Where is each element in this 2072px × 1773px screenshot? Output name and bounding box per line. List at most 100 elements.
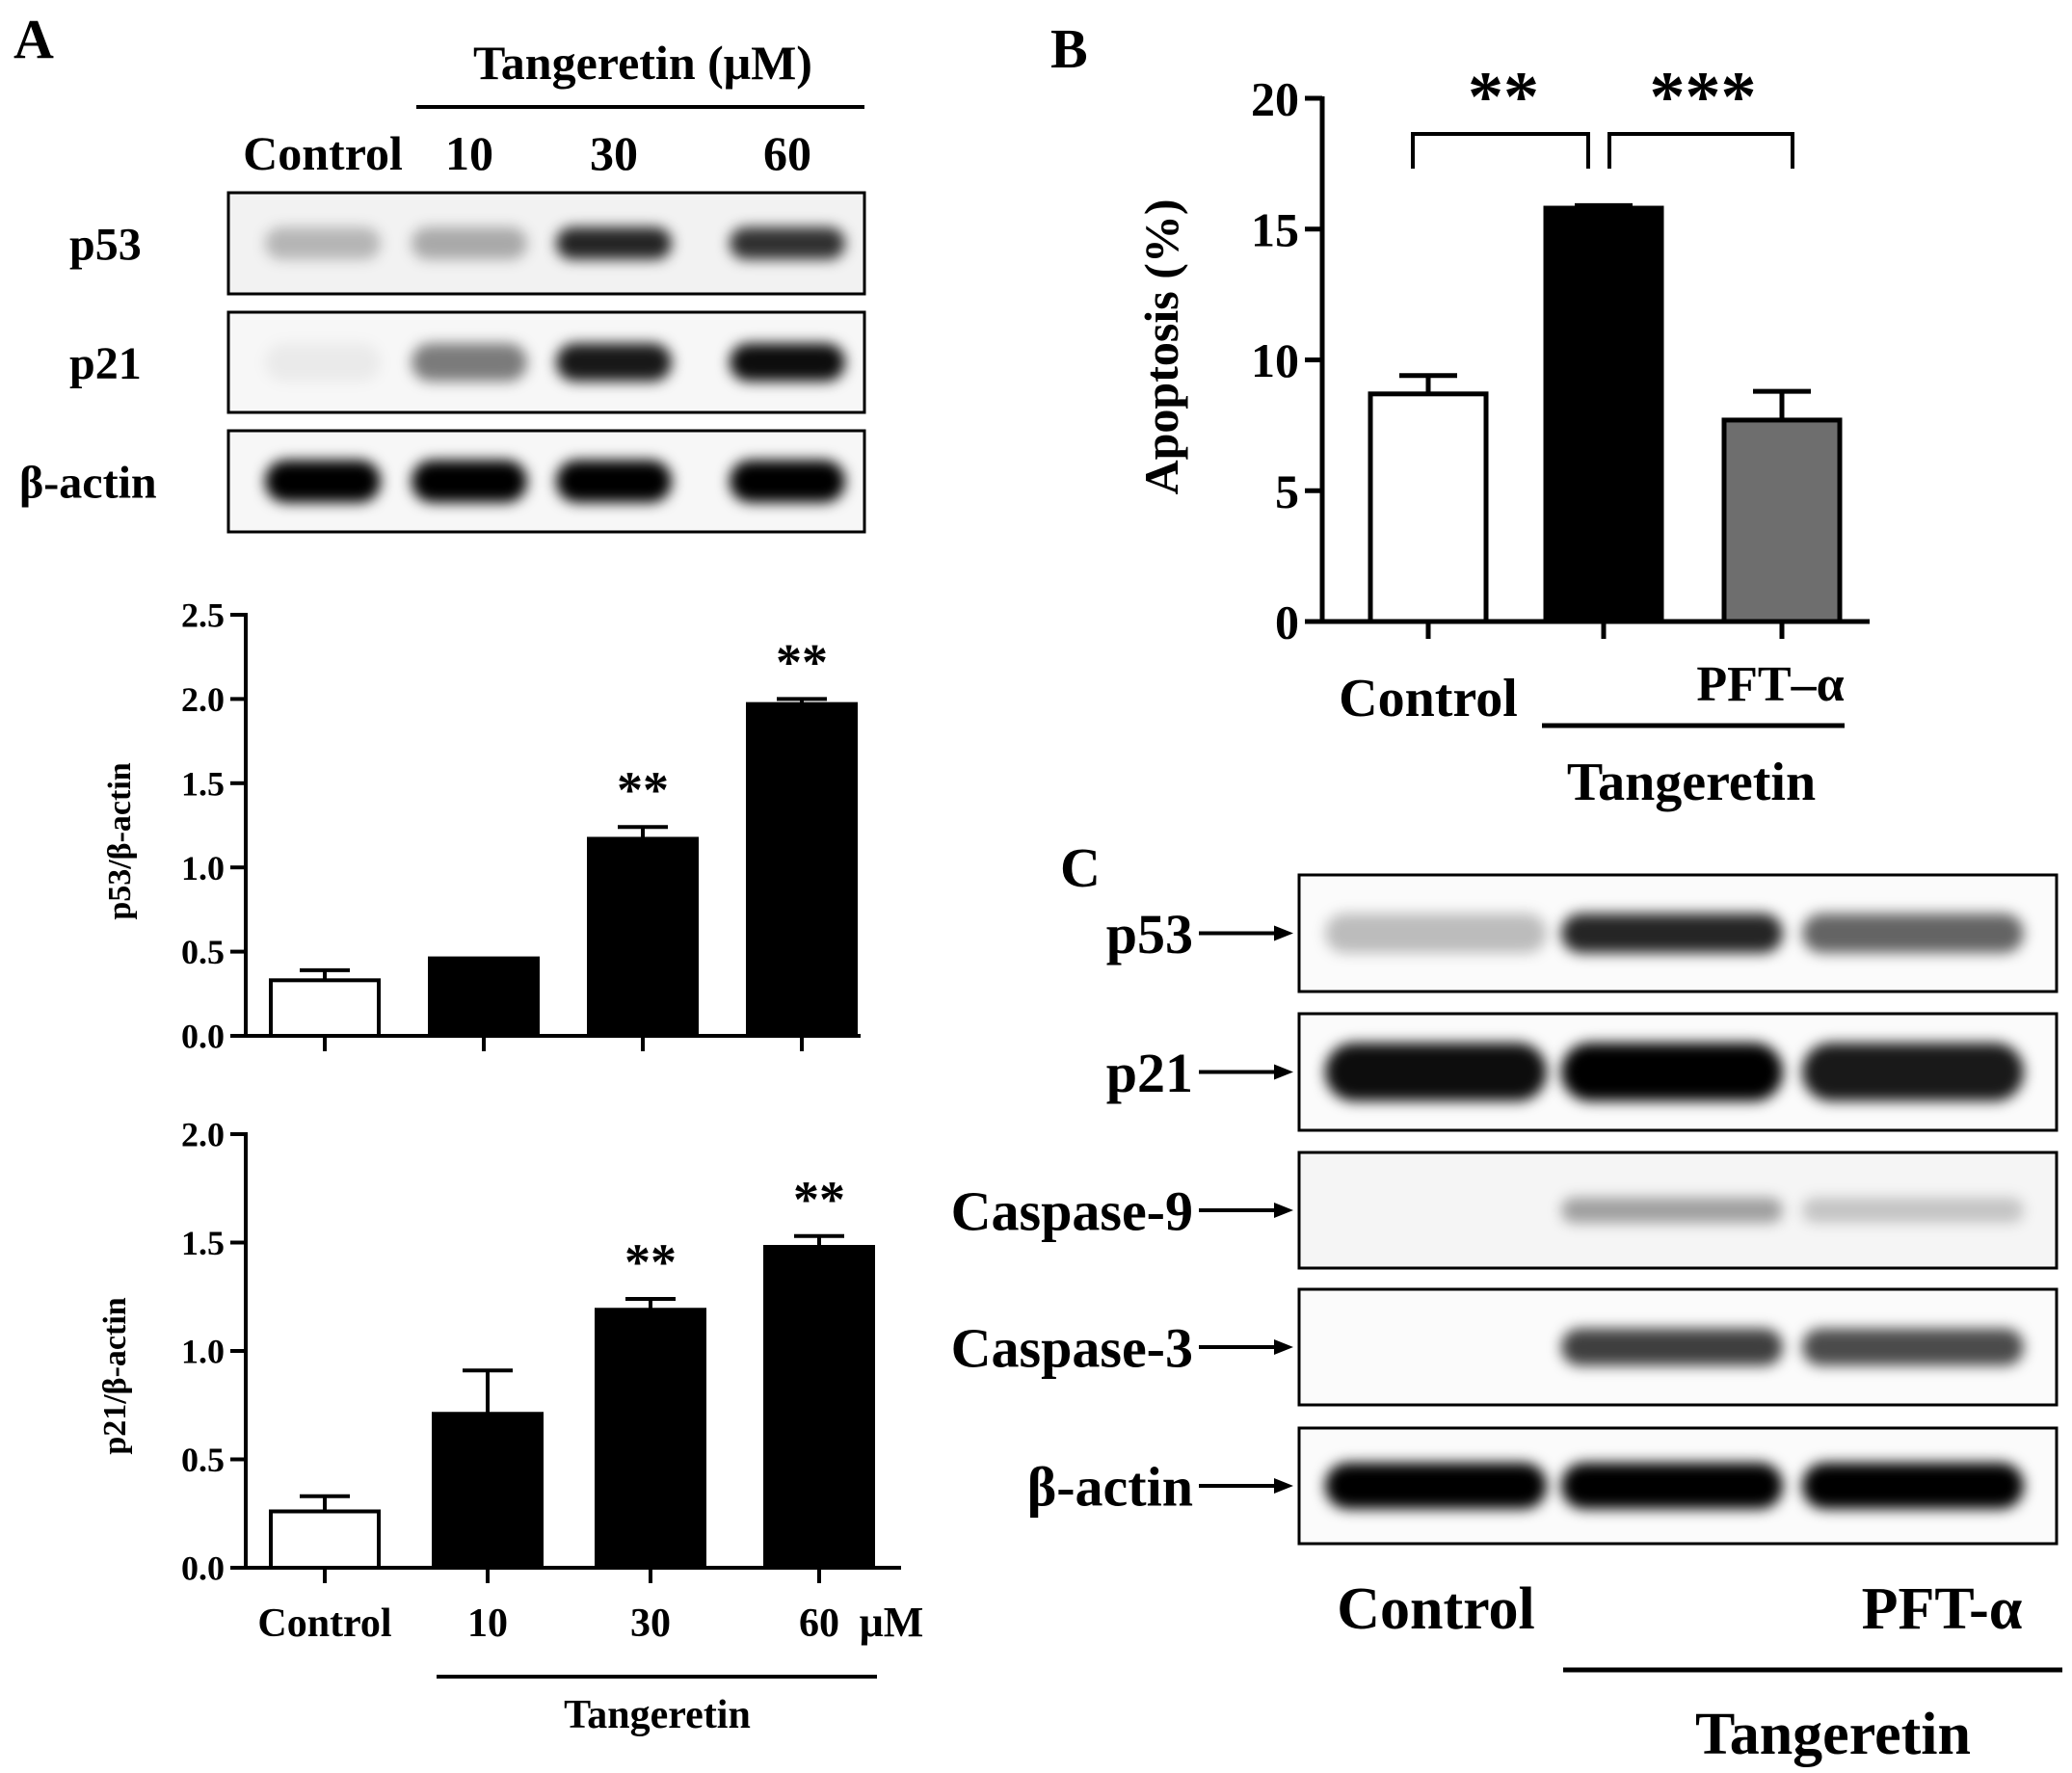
chart-a-top-ylabel: p53/β-actin <box>102 762 138 919</box>
blot-a: p53 p21 β-actin <box>19 191 866 534</box>
blot-a-band <box>730 343 845 382</box>
sig-bracket-2 <box>1607 132 1794 169</box>
blot-a-lane-60: 60 <box>763 126 811 180</box>
chart-a-bottom-xtick-label: 60 <box>799 1601 839 1646</box>
chart-a-bottom-significance-label: ** <box>793 1171 845 1229</box>
chart-a-top-bar <box>428 956 540 1038</box>
chart-a-top-bar <box>587 836 699 1039</box>
blot-c-band <box>1325 913 1547 954</box>
chart-b-group-label: Tangeretin <box>1567 753 1816 812</box>
chart-a-bottom: 0.0 0.5 1.0 1.5 2.0 Control 10 30 ** 60 ** <box>181 1116 901 1646</box>
chart-a-bottom-ytick-label: 2.0 <box>181 1116 225 1154</box>
blot-a-row-label: β-actin <box>19 457 157 508</box>
chart-a-bottom-bar <box>432 1412 544 1570</box>
blot-c-band <box>1802 913 2024 954</box>
blot-c-arrow-head <box>1274 1339 1293 1355</box>
blot-c-band <box>1325 1463 1547 1509</box>
chart-b-significance: ** *** <box>1411 58 1794 169</box>
blot-c: p53 p21 Caspase-9 Caspase-3 β-actin <box>951 873 2059 1546</box>
chart-b: 0 5 10 15 20 <box>1251 72 1870 649</box>
blot-c-band <box>1561 1328 1783 1366</box>
chart-a-top-bar <box>269 978 381 1038</box>
chart-b-bar <box>1543 205 1664 624</box>
chart-b-ytick-label: 10 <box>1251 333 1299 387</box>
blot-c-band <box>1802 1197 2024 1224</box>
chart-a-bottom-ytick-label: 0.0 <box>181 1549 225 1588</box>
chart-a-top-ytick-label: 0.0 <box>181 1018 225 1056</box>
blot-c-band <box>1802 1328 2024 1366</box>
blot-a-lane-30: 30 <box>590 126 638 180</box>
blot-c-row-label: p53 <box>1106 903 1193 966</box>
blot-c-row-label: Caspase-3 <box>951 1316 1193 1379</box>
chart-b-bar <box>1721 417 1843 624</box>
blot-c-band <box>1561 1043 1783 1101</box>
blot-a-band <box>265 226 381 260</box>
chart-a-bottom-xtick-label: 30 <box>630 1601 671 1646</box>
blot-c-arrow-head <box>1274 925 1293 941</box>
chart-a-bottom-group-label: Tangeretin <box>564 1693 751 1737</box>
blot-a-treatment-label: Tangeretin (μM) <box>473 36 812 90</box>
chart-a-top-bar <box>746 701 858 1038</box>
chart-a-bottom-ytick-label: 1.5 <box>181 1224 225 1262</box>
chart-b-xlabel-control: Control <box>1339 669 1518 728</box>
blot-c-lane-pft: PFT-α <box>1862 1576 2023 1642</box>
panel-a: A Tangeretin (μM) Control 10 30 60 p53 p2… <box>13 8 866 534</box>
blot-a-band <box>412 343 527 382</box>
panel-c-letter: C <box>1060 836 1101 899</box>
blot-c-band <box>1802 1463 2024 1509</box>
chart-a-top-significance-label: ** <box>776 633 828 691</box>
blot-c-lane-control: Control <box>1337 1576 1535 1642</box>
chart-a-bottom-ytick-label: 0.5 <box>181 1441 225 1479</box>
blot-c-row-label: β-actin <box>1027 1455 1193 1518</box>
chart-a-top-ytick-label: 1.5 <box>181 764 225 803</box>
blot-c-arrow-head <box>1274 1478 1293 1494</box>
blot-c-band <box>1802 1043 2024 1101</box>
chart-a-bottom-significance-label: ** <box>624 1233 677 1291</box>
blot-a-band <box>730 460 845 503</box>
chart-b-bar <box>1368 391 1489 624</box>
blot-a-band <box>412 226 527 260</box>
blot-a-band <box>556 226 672 260</box>
chart-b-ytick-label: 0 <box>1275 595 1299 649</box>
blot-c-band <box>1561 1463 1783 1509</box>
blot-a-band <box>730 226 845 260</box>
chart-a-bottom-xtick-label: 10 <box>467 1601 508 1646</box>
chart-a-top-ytick-label: 0.5 <box>181 933 225 971</box>
blot-a-lane-10: 10 <box>445 126 493 180</box>
chart-a-bottom-bar <box>763 1245 875 1570</box>
blot-a-band <box>412 460 527 503</box>
blot-c-group-label: Tangeretin <box>1695 1702 1971 1767</box>
blot-c-row-label: Caspase-9 <box>951 1179 1193 1242</box>
blot-c-row-label: p21 <box>1106 1042 1193 1104</box>
blot-a-row-label: p21 <box>69 338 142 389</box>
chart-b-ytick-label: 15 <box>1251 202 1299 256</box>
blot-a-band <box>556 343 672 382</box>
chart-a-bottom-xtick-label: Control <box>257 1601 391 1646</box>
blot-a-band <box>265 460 381 503</box>
chart-b-ytick-label: 20 <box>1251 72 1299 126</box>
chart-a-top-ytick-label: 2.0 <box>181 680 225 719</box>
chart-a-bottom-bar <box>269 1509 381 1570</box>
sig-label-2: *** <box>1650 58 1757 137</box>
chart-a-top: 0.0 0.5 1.0 1.5 2.0 2.5 ** ** <box>181 596 861 1056</box>
blot-c-band <box>1561 913 1783 954</box>
panel-a-letter: A <box>13 8 54 70</box>
blot-c-band <box>1561 1197 1783 1224</box>
chart-a-top-ytick-label: 2.5 <box>181 596 225 635</box>
chart-a-bottom-ylabel: p21/β-actin <box>97 1297 133 1454</box>
blot-a-band <box>265 343 381 382</box>
chart-a-top-significance-label: ** <box>617 761 669 819</box>
chart-a-top-ytick-label: 1.0 <box>181 849 225 887</box>
chart-a-bottom-unit: μM <box>860 1599 923 1646</box>
chart-b-xlabel-pft: PFT–α <box>1696 657 1844 712</box>
blot-a-row-label: p53 <box>69 219 142 270</box>
chart-a-bottom-bar <box>595 1308 706 1570</box>
sig-bracket-1 <box>1411 132 1590 169</box>
chart-a-bottom-ytick-label: 1.0 <box>181 1333 225 1371</box>
blot-a-lane-control: Control <box>243 126 403 180</box>
blot-c-band <box>1325 1043 1547 1101</box>
blot-a-band <box>556 460 672 503</box>
chart-b-ylabel: Apoptosis (%) <box>1134 199 1188 495</box>
panel-b-letter: B <box>1050 17 1088 80</box>
